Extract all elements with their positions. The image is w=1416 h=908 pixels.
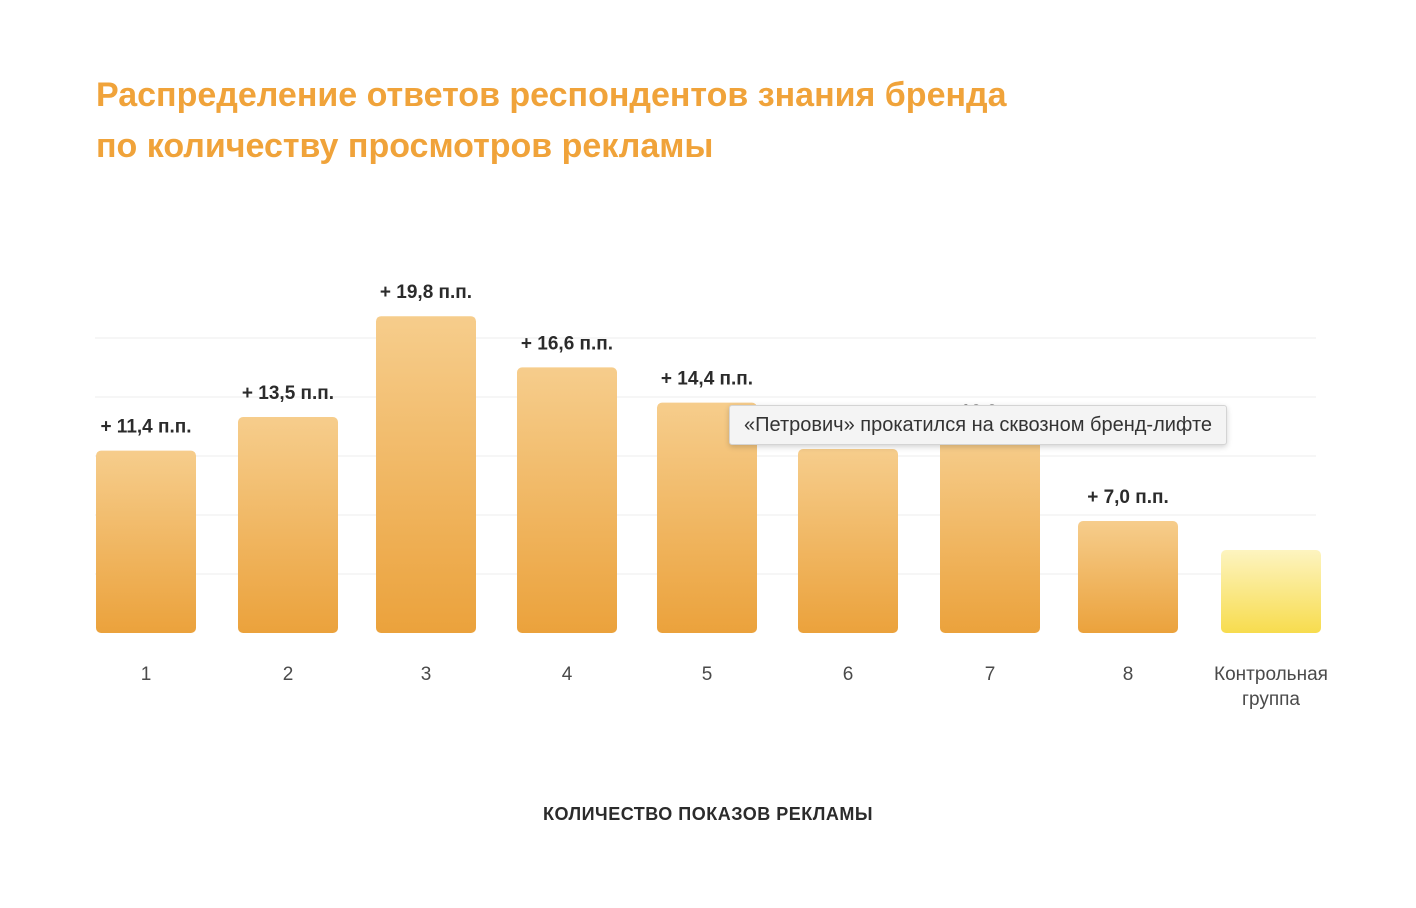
image-tooltip: «Петрович» прокатился на сквозном бренд-…	[729, 405, 1228, 445]
bar-value-label-5: + 14,4 п.п.	[661, 369, 753, 390]
bar-9	[1221, 550, 1321, 633]
bar-value-label-4: + 16,6 п.п.	[521, 333, 613, 354]
bar-2	[238, 417, 338, 633]
bar-value-label-3: + 19,8 п.п.	[380, 282, 472, 303]
category-label-7: 7	[985, 664, 996, 685]
bar-3	[376, 316, 476, 633]
category-label-3: 3	[421, 664, 432, 685]
chart-title: Распределение ответов респондентов знани…	[96, 70, 1296, 172]
category-label-9-line-2: группа	[1242, 689, 1300, 710]
category-label-2: 2	[283, 664, 294, 685]
bar-8	[1078, 521, 1178, 633]
category-label-9-line-1: Контрольная	[1214, 664, 1328, 685]
category-label-1: 1	[141, 664, 152, 685]
bar-value-label-8: + 7,0 п.п.	[1087, 487, 1169, 508]
bar-value-label-1: + 11,4 п.п.	[100, 417, 191, 438]
bars	[96, 316, 1321, 633]
bar-6	[798, 449, 898, 633]
bar-4	[517, 367, 617, 633]
x-axis-title: КОЛИЧЕСТВО ПОКАЗОВ РЕКЛАМЫ	[542, 804, 874, 824]
category-label-8: 8	[1123, 664, 1134, 685]
bar-7	[940, 436, 1040, 633]
chart-title-line-2: по количеству просмотров рекламы	[96, 127, 714, 165]
category-label-5: 5	[702, 664, 713, 685]
chart-title-line-1: Распределение ответов респондентов знани…	[96, 76, 1007, 114]
bar-5	[657, 402, 757, 633]
category-label-6: 6	[843, 664, 854, 685]
bar-1	[96, 450, 196, 633]
bar-value-label-2: + 13,5 п.п.	[242, 383, 334, 404]
category-label-4: 4	[562, 664, 573, 685]
category-labels: 1 2 3 4 5 6 7 8 Контрольная группа	[141, 664, 1328, 710]
